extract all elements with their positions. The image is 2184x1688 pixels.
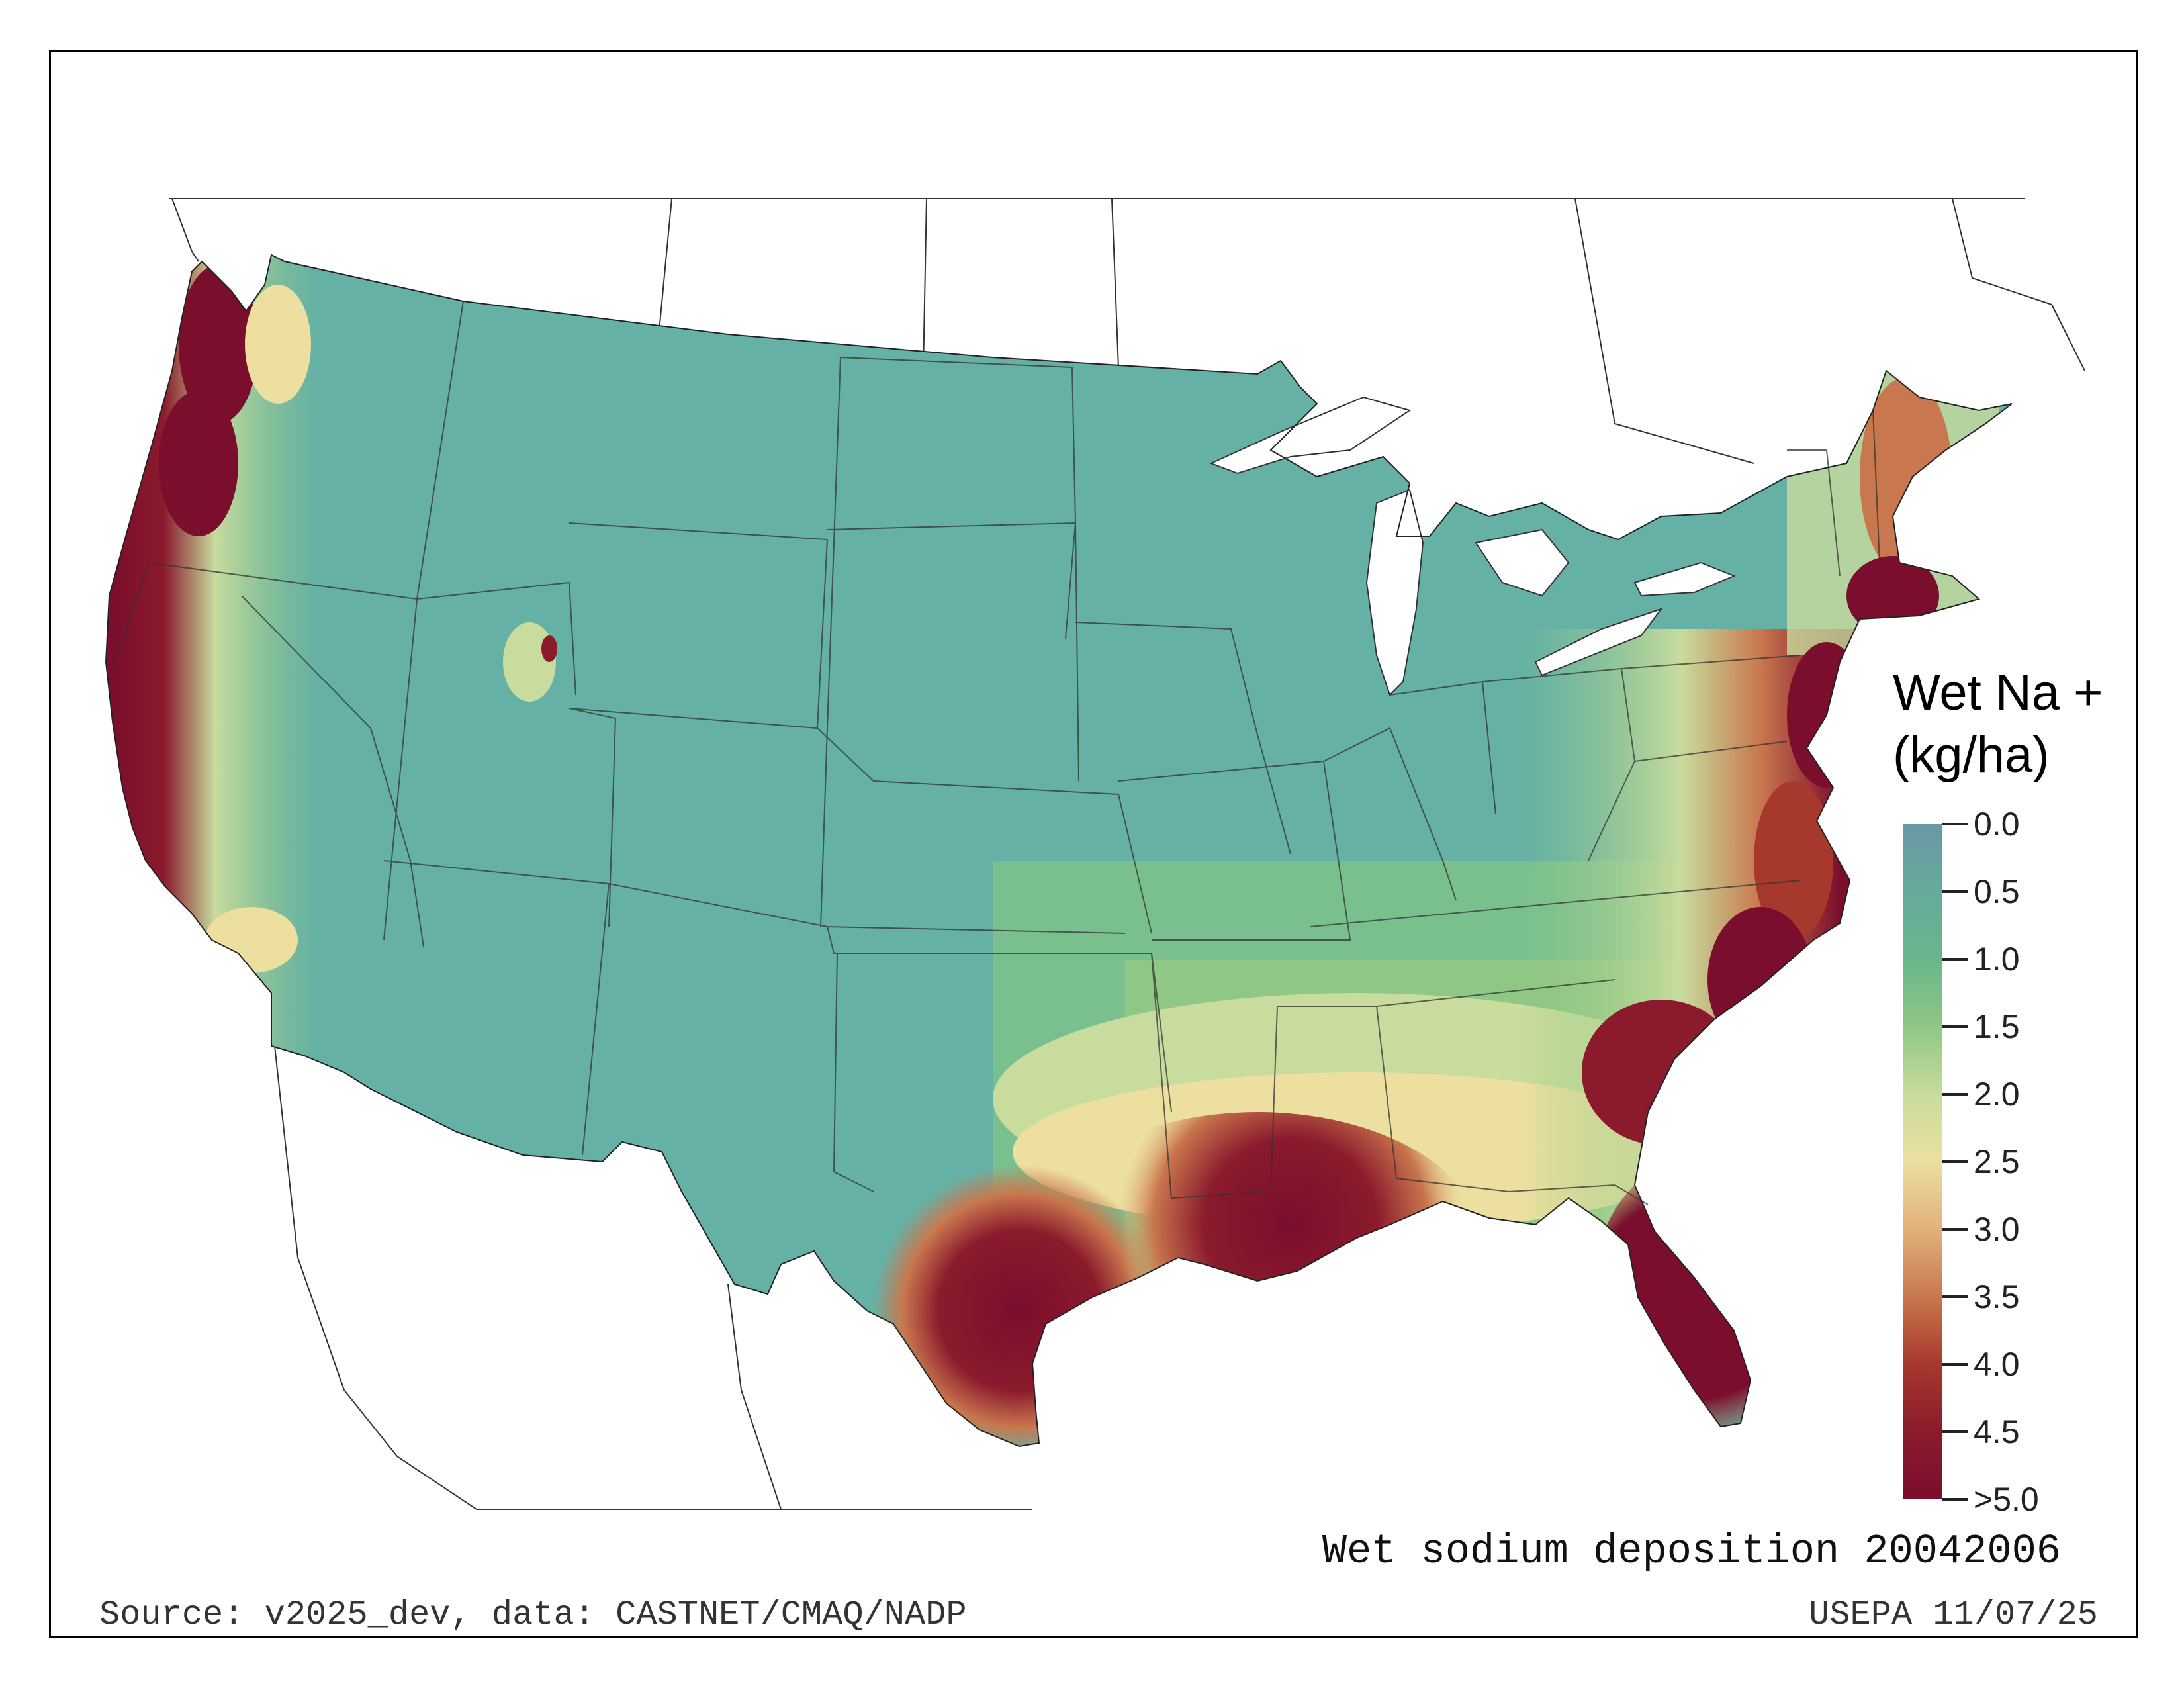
- legend-tick-label: 4.0: [1974, 1346, 2020, 1383]
- credit-note: USEPA 11/07/25: [1809, 1595, 2098, 1634]
- legend-tick-label: 2.0: [1974, 1076, 2020, 1113]
- legend-color-bar: [1903, 824, 1942, 1499]
- legend-tick-mark: [1942, 958, 1968, 961]
- legend-tick-mark: [1942, 1093, 1968, 1096]
- great-lakes: [1209, 396, 1736, 696]
- legend-tick-label: 0.0: [1974, 806, 2020, 843]
- legend-tick-mark: [1942, 1295, 1968, 1298]
- legend-tick-mark: [1942, 1363, 1968, 1366]
- map-frame: [49, 50, 2138, 1638]
- neighbor-boundaries: [169, 198, 2085, 1510]
- legend-tick-mark: [1942, 890, 1968, 893]
- legend-tick-label: 3.5: [1974, 1278, 2020, 1315]
- us-coastline: [105, 254, 2013, 1448]
- legend-tick-label: 1.5: [1974, 1008, 2020, 1045]
- legend-title: Wet Na + (kg/ha): [1893, 662, 2131, 786]
- legend-title-line1: Wet Na +: [1893, 665, 2103, 721]
- legend-tick-label: 3.0: [1974, 1211, 2020, 1248]
- legend-tick-mark: [1942, 1228, 1968, 1231]
- legend-tick-mark: [1942, 1025, 1968, 1028]
- legend-title-line2: (kg/ha): [1893, 727, 2050, 783]
- map-caption: Wet sodium deposition 20042006: [1322, 1528, 2061, 1575]
- us-land: [106, 255, 2012, 1446]
- legend-tick-label: 4.5: [1974, 1413, 2020, 1450]
- legend-tick-label: 0.5: [1974, 873, 2020, 910]
- legend-tick-label: >5.0: [1974, 1481, 2039, 1518]
- legend-tick-mark: [1942, 1430, 1968, 1433]
- legend-tick-mark: [1942, 1160, 1968, 1163]
- source-note: Source: v2025_dev, data: CASTNET/CMAQ/NA…: [99, 1595, 967, 1634]
- legend-tick-mark: [1942, 823, 1968, 825]
- state-boundaries: [115, 301, 1880, 1205]
- legend-tick-mark: [1942, 1498, 1968, 1501]
- legend-tick-label: 1.0: [1974, 941, 2020, 978]
- legend-tick-label: 2.5: [1974, 1143, 2020, 1180]
